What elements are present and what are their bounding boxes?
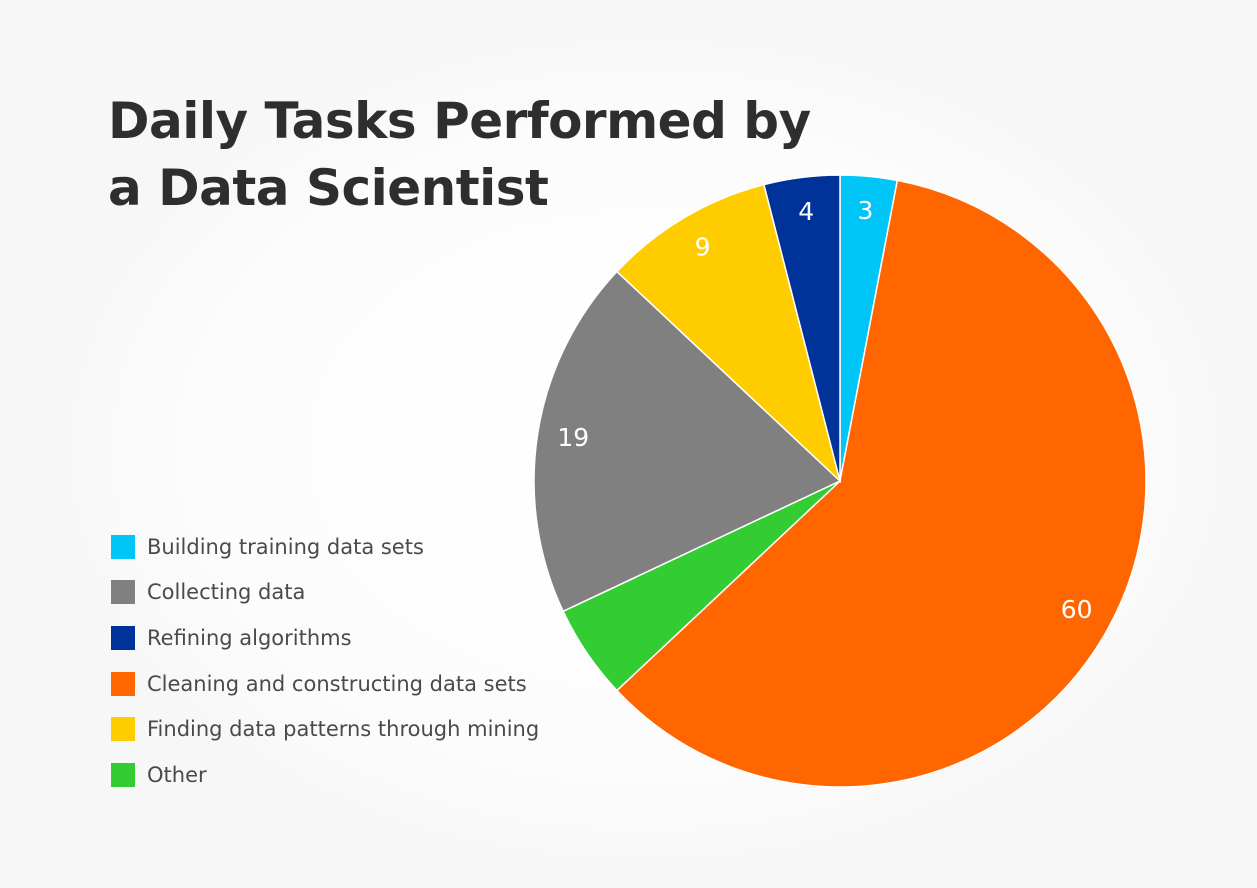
legend-swatch xyxy=(111,534,135,559)
legend-item: Other xyxy=(111,752,539,798)
pie-slice xyxy=(615,179,1147,788)
data-label: 9 xyxy=(695,233,711,262)
legend-swatch xyxy=(111,671,135,696)
legend-label: Building training data sets xyxy=(147,534,424,559)
legend-label: Finding data patterns through mining xyxy=(147,717,540,742)
legend-swatch xyxy=(111,580,135,605)
data-label: 3 xyxy=(857,196,873,225)
legend-label: Collecting data xyxy=(147,580,306,605)
legend-label: Other xyxy=(147,762,207,787)
legend-swatch xyxy=(111,625,135,650)
data-label: 19 xyxy=(557,423,589,452)
pie-slice xyxy=(762,174,841,482)
legend-item: Building training data sets xyxy=(111,524,539,570)
legend-item: Finding data patterns through mining xyxy=(111,706,539,752)
legend-label: Refining algorithms xyxy=(147,625,352,650)
pie-slice xyxy=(615,183,842,484)
legend-item: Cleaning and constructing data sets xyxy=(111,661,539,707)
legend-item: Refining algorithms xyxy=(111,615,539,661)
chart-title: Daily Tasks Performed by a Data Scientis… xyxy=(108,92,811,217)
legend-item: Collecting data xyxy=(111,570,539,616)
legend-swatch xyxy=(111,762,135,787)
legend-swatch xyxy=(111,717,135,742)
data-label: 60 xyxy=(1061,595,1093,624)
chart-legend: Building training data sets Collecting da… xyxy=(111,524,539,798)
legend-label: Cleaning and constructing data sets xyxy=(147,671,527,696)
data-label: 4 xyxy=(798,197,814,226)
pie-slice xyxy=(533,270,842,613)
